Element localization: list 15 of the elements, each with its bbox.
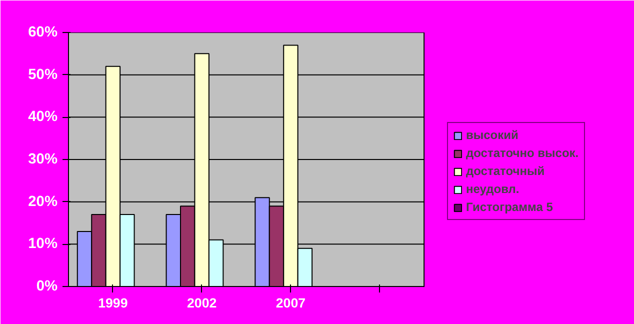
y-tick-label: 20% <box>28 194 58 210</box>
y-tick-label: 0% <box>36 278 58 294</box>
legend-label: неудовл. <box>466 182 520 196</box>
x-tick-label: 2002 <box>187 296 217 310</box>
x-tick-label: 1999 <box>98 296 128 310</box>
y-tick-label: 40% <box>28 109 58 126</box>
y-tick-label: 60% <box>28 24 58 40</box>
legend-label: Гистограмма 5 <box>466 200 553 214</box>
y-tick-label: 30% <box>28 152 58 168</box>
x-tick-label: 2007 <box>276 296 306 310</box>
legend-label: достаточный <box>466 164 545 178</box>
legend-label: достаточно высок. <box>466 146 579 160</box>
y-tick-label: 50% <box>28 66 58 83</box>
y-tick-label: 10% <box>28 236 58 252</box>
legend-label: высокий <box>466 128 518 142</box>
